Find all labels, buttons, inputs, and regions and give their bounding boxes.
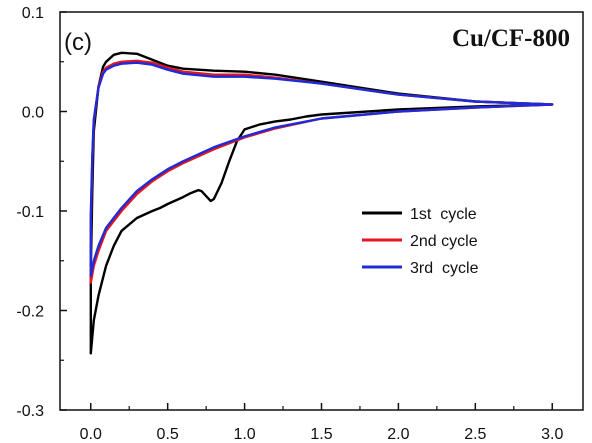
y-tick-label: -0.1 — [16, 204, 44, 221]
y-tick-label: -0.2 — [16, 304, 44, 321]
x-tick-label: 3.0 — [541, 426, 563, 443]
legend-label-3rd-cycle: 3rd cycle — [410, 260, 479, 277]
y-tick-label: 0.0 — [22, 105, 44, 122]
legend: 1st cycle 2nd cycle 3rd cycle — [362, 206, 479, 277]
x-tick-label: 2.5 — [464, 426, 486, 443]
x-tick-label: 0.5 — [157, 426, 179, 443]
series-layer — [89, 51, 554, 355]
x-tick-label: 1.5 — [310, 426, 332, 443]
series-line-3rd-cycle — [89, 61, 554, 277]
x-tick-label: 1.0 — [233, 426, 255, 443]
legend-label-1st-cycle: 1st cycle — [410, 206, 477, 223]
y-tick-label: 0.1 — [22, 5, 44, 22]
chart-title: Cu/CF-800 — [452, 25, 570, 52]
legend-label-2nd-cycle: 2nd cycle — [410, 233, 478, 250]
y-axis: -0.3 -0.2 -0.1 0.0 0.1 — [16, 5, 67, 420]
series-line-1st-cycle — [89, 51, 554, 355]
x-tick-label: 2.0 — [387, 426, 409, 443]
x-axis: 0.0 0.5 1.0 1.5 2.0 2.5 3.0 — [80, 403, 563, 443]
y-tick-label: -0.3 — [16, 403, 44, 420]
panel-label: (c) — [64, 29, 92, 56]
x-tick-label: 0.0 — [80, 426, 102, 443]
